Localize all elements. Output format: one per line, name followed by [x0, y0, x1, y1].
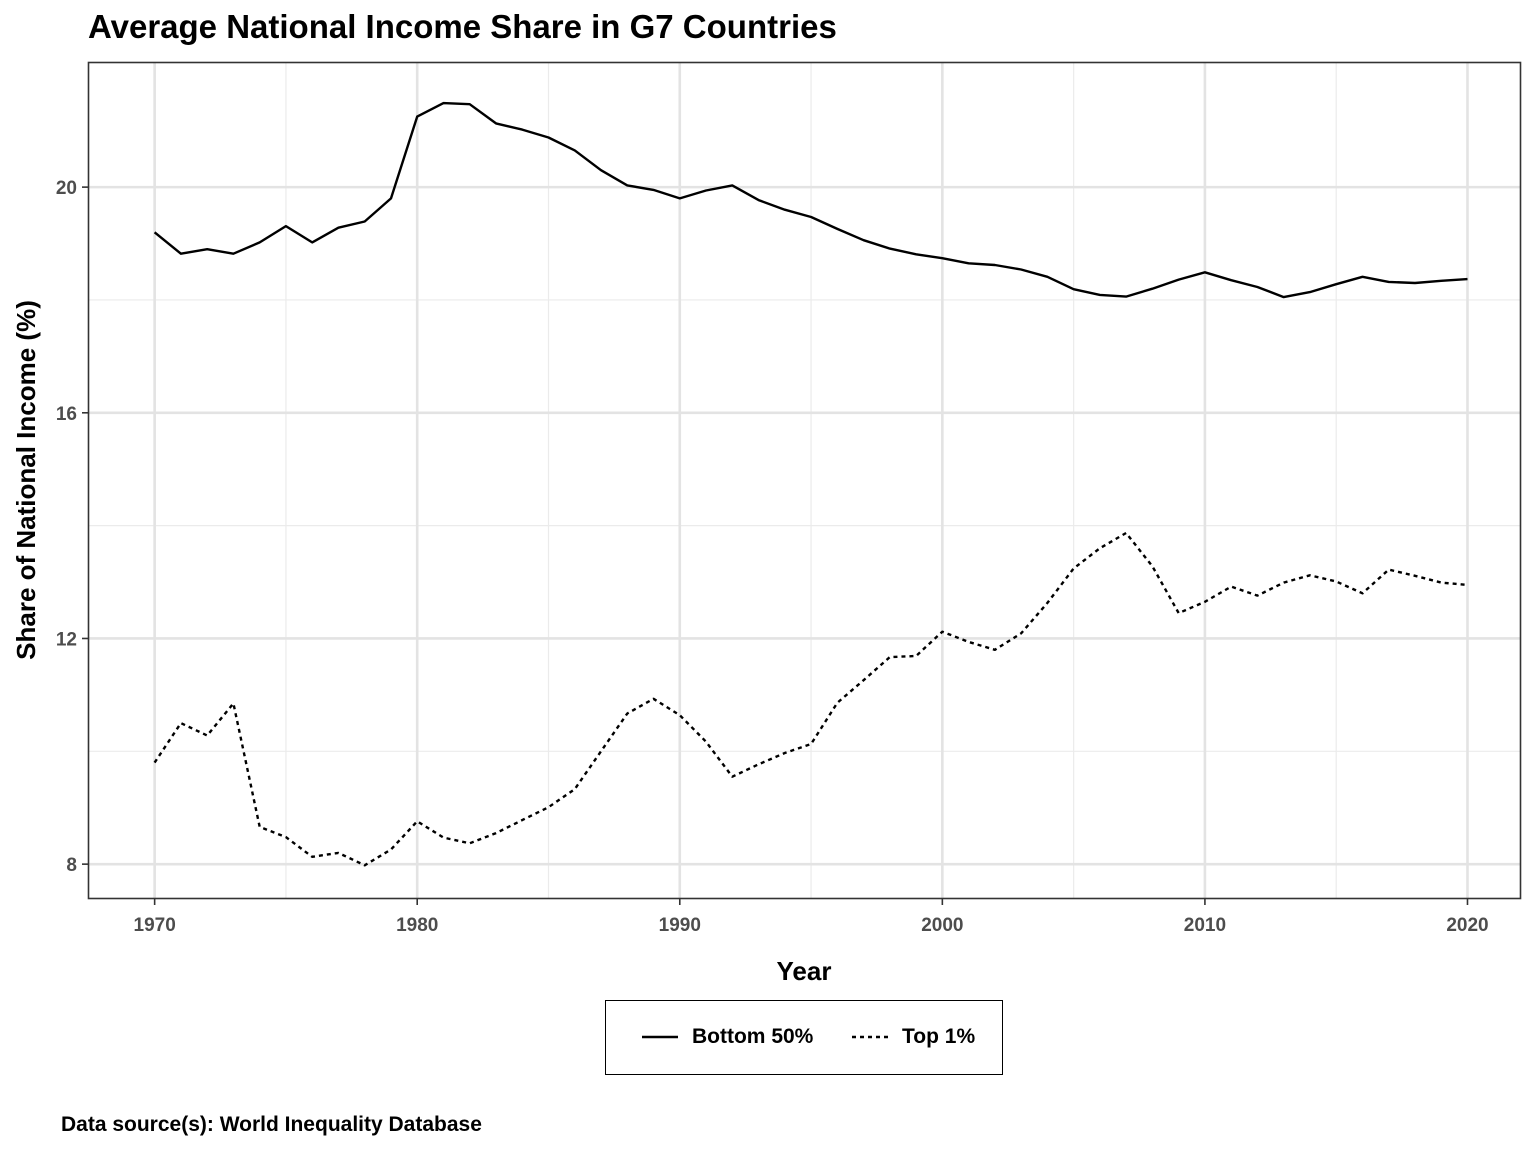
x-axis: 1970 1980 1990 2000 2010 2020	[134, 898, 1489, 936]
x-tick-label: 1970	[134, 915, 176, 936]
series-line-top-1	[153, 531, 1468, 867]
x-tick-label: 1990	[659, 915, 701, 936]
data-source-caption: Data source(s): World Inequality Databas…	[61, 1113, 482, 1136]
legend-item-top-1: Top 1%	[850, 1025, 975, 1049]
y-tick-label: 16	[56, 404, 77, 425]
x-tick-label: 2000	[921, 915, 963, 936]
legend-item-bottom-50: Bottom 50%	[640, 1025, 813, 1049]
y-tick-label: 8	[66, 855, 77, 876]
series-layer	[153, 101, 1468, 867]
y-tick-label: 12	[56, 629, 77, 650]
x-axis-title: Year	[777, 956, 832, 986]
legend-label-top-1: Top 1%	[902, 1025, 976, 1048]
series-line-bottom-50	[153, 101, 1468, 299]
x-tick-label: 2020	[1446, 915, 1488, 936]
y-tick-label: 20	[56, 178, 77, 199]
plot-panel-border	[87, 61, 1522, 900]
legend-key-solid-line	[642, 1035, 678, 1039]
major-gridlines	[89, 63, 1520, 898]
legend-label-bottom-50: Bottom 50%	[692, 1025, 814, 1048]
legend-key-dotted-line	[852, 1035, 888, 1039]
x-tick-label: 1980	[396, 915, 438, 936]
y-axis: 8 12 16 20	[56, 178, 89, 876]
x-tick-label: 2010	[1184, 915, 1226, 936]
minor-gridlines	[89, 63, 1520, 898]
y-axis-title: Share of National Income (%)	[11, 300, 41, 660]
legend: Bottom 50% Top 1%	[605, 1000, 1003, 1075]
chart-title: Average National Income Share in G7 Coun…	[88, 8, 837, 45]
